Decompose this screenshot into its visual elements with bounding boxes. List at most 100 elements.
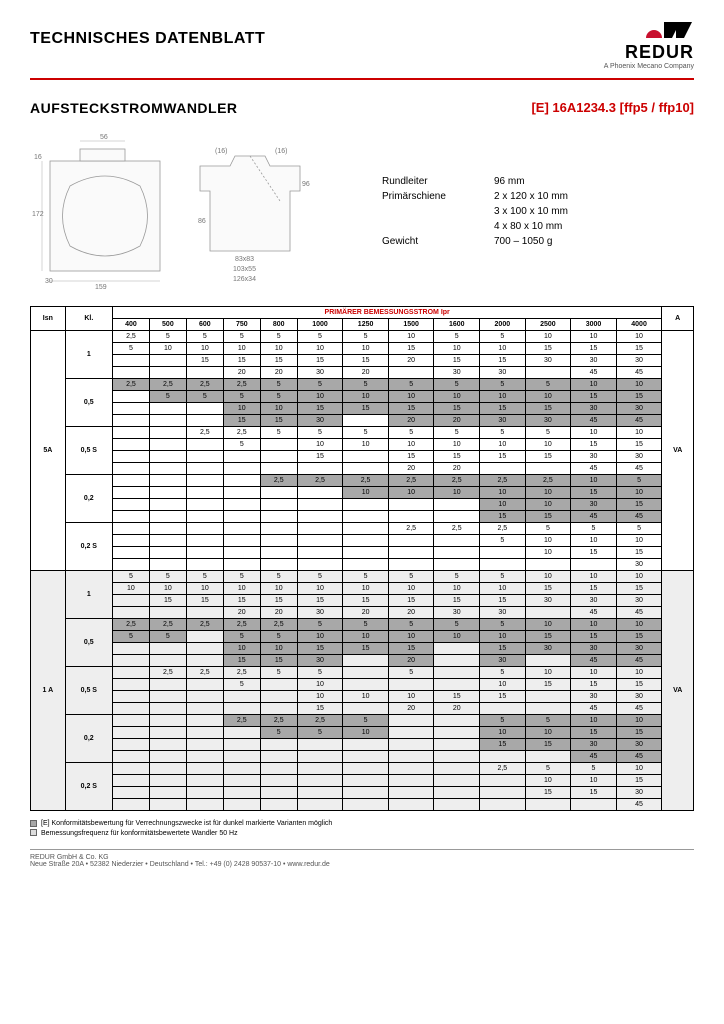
data-cell: 30 — [480, 415, 526, 427]
data-cell — [112, 427, 149, 439]
data-cell — [434, 535, 480, 547]
data-cell: 15 — [297, 451, 343, 463]
data-cell: 15 — [388, 643, 434, 655]
dim-16p-l: (16) — [215, 148, 227, 155]
data-cell — [112, 643, 149, 655]
note-1: [E] Konformitätsbewertung für Verrechnun… — [41, 820, 332, 827]
data-cell: 5 — [388, 667, 434, 679]
data-cell: 20 — [260, 607, 297, 619]
data-cell: 5 — [343, 331, 389, 343]
data-cell — [186, 523, 223, 535]
data-cell: 45 — [571, 415, 617, 427]
data-cell: 10 — [343, 583, 389, 595]
data-cell — [112, 787, 149, 799]
table-row: 15153030 — [31, 739, 694, 751]
data-cell — [186, 643, 223, 655]
data-cell: 30 — [616, 739, 662, 751]
col-rating: 500 — [149, 319, 186, 331]
data-cell: 45 — [616, 655, 662, 667]
data-cell: 15 — [571, 487, 617, 499]
spec-row: 3 x 100 x 10 mm — [382, 205, 576, 218]
data-cell — [297, 763, 343, 775]
data-cell: 15 — [571, 787, 617, 799]
data-cell: 15 — [343, 403, 389, 415]
table-row: 0,2 S2,55510 — [31, 763, 694, 775]
data-cell — [297, 463, 343, 475]
data-cell — [260, 763, 297, 775]
data-cell: 5 — [343, 715, 389, 727]
data-cell — [112, 595, 149, 607]
data-cell: 2,5 — [480, 763, 526, 775]
table-row: 1 A15555555555101010VA — [31, 571, 694, 583]
table-row: 5A12,55555551055101010VA — [31, 331, 694, 343]
data-cell — [112, 475, 149, 487]
table-row: 10103015 — [31, 499, 694, 511]
data-cell — [186, 451, 223, 463]
data-cell: 5 — [260, 391, 297, 403]
data-cell: 45 — [616, 607, 662, 619]
data-cell: 15 — [480, 739, 526, 751]
data-cell: 15 — [616, 439, 662, 451]
data-cell: 10 — [297, 631, 343, 643]
table-row: 15154545 — [31, 511, 694, 523]
data-cell: 15 — [223, 355, 260, 367]
data-cell — [223, 751, 260, 763]
col-rating: 600 — [186, 319, 223, 331]
data-cell — [223, 691, 260, 703]
data-cell: 5 — [149, 391, 186, 403]
data-cell — [388, 763, 434, 775]
data-cell: 5 — [297, 331, 343, 343]
table-row: 0,52,52,52,52,52,555555101010 — [31, 619, 694, 631]
data-cell — [186, 415, 223, 427]
data-cell: 10 — [297, 583, 343, 595]
data-cell — [186, 463, 223, 475]
data-cell: 5 — [480, 331, 526, 343]
data-cell: 10 — [388, 583, 434, 595]
data-cell: 10 — [434, 583, 480, 595]
kl-cell: 0,5 — [65, 379, 112, 427]
data-cell — [297, 511, 343, 523]
data-cell: 10 — [525, 619, 571, 631]
data-cell: 45 — [571, 367, 617, 379]
data-cell — [297, 535, 343, 547]
data-cell: 15 — [525, 343, 571, 355]
table-row: 20204545 — [31, 463, 694, 475]
data-cell: 10 — [388, 487, 434, 499]
data-cell: 45 — [571, 607, 617, 619]
data-cell: 5 — [434, 379, 480, 391]
data-cell: 20 — [388, 463, 434, 475]
data-cell: 5 — [260, 631, 297, 643]
data-cell — [480, 559, 526, 571]
dim-86: 86 — [198, 218, 206, 225]
data-cell: 20 — [260, 367, 297, 379]
data-cell — [434, 739, 480, 751]
data-cell — [343, 679, 389, 691]
data-cell — [297, 787, 343, 799]
dim-172: 172 — [32, 211, 44, 218]
table-row: 151530 — [31, 787, 694, 799]
data-cell — [149, 643, 186, 655]
product-code: [E] 16A1234.3 [ffp5 / ffp10] — [531, 100, 694, 116]
data-cell: 15 — [480, 403, 526, 415]
data-cell — [186, 475, 223, 487]
data-cell: 20 — [388, 355, 434, 367]
data-cell — [343, 763, 389, 775]
data-cell: 10 — [571, 775, 617, 787]
data-cell — [260, 787, 297, 799]
data-cell: 10 — [525, 727, 571, 739]
data-cell — [149, 715, 186, 727]
data-cell: 15 — [571, 679, 617, 691]
data-cell — [480, 751, 526, 763]
data-cell — [149, 415, 186, 427]
data-cell: 10 — [480, 439, 526, 451]
spec-value: 700 – 1050 g — [494, 235, 576, 248]
data-cell — [112, 667, 149, 679]
data-cell: 15 — [525, 679, 571, 691]
col-rating: 3000 — [571, 319, 617, 331]
data-cell: 10 — [571, 535, 617, 547]
data-cell — [223, 739, 260, 751]
data-cell: 5 — [571, 523, 617, 535]
table-row: 2020302030304545 — [31, 367, 694, 379]
data-cell — [343, 739, 389, 751]
data-cell: 5 — [343, 379, 389, 391]
